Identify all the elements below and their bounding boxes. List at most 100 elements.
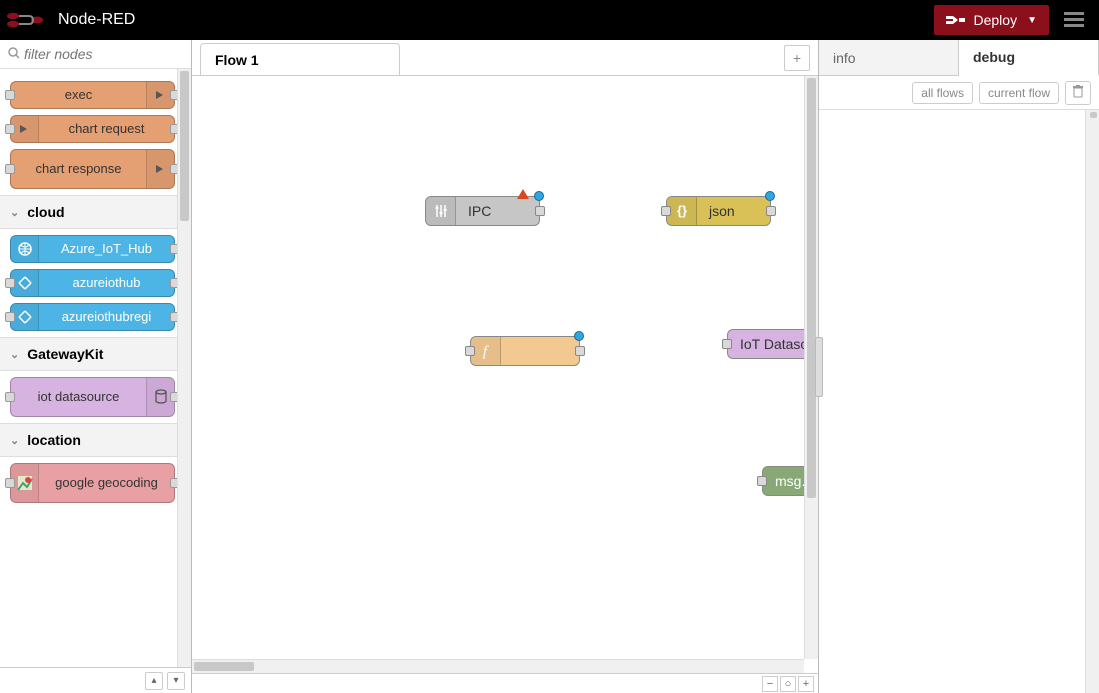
flow-canvas[interactable]: IPC{}jsonfIoT Datasourcemsg.payload — [192, 76, 818, 673]
flow-tab[interactable]: Flow 1 — [200, 43, 400, 75]
port-out[interactable] — [575, 346, 585, 356]
sidebar-tabs: info debug — [819, 40, 1099, 76]
palette-node[interactable]: azureiothubregi — [10, 303, 175, 331]
error-badge — [517, 189, 529, 199]
palette-node[interactable]: azureiothub — [10, 269, 175, 297]
palette-node-label: iot datasource — [11, 390, 146, 404]
menu-button[interactable] — [1059, 5, 1089, 35]
port-in[interactable] — [5, 478, 15, 488]
changed-badge — [765, 191, 775, 201]
palette-node[interactable]: google geocoding — [10, 463, 175, 503]
arrows-icon — [11, 304, 39, 330]
workspace-tabs: Flow 1 + — [192, 40, 818, 76]
debug-output — [819, 110, 1099, 693]
flow-node-json[interactable]: {} json — [666, 196, 771, 226]
app-header: Node-RED Deploy ▼ — [0, 0, 1099, 40]
deploy-button[interactable]: Deploy ▼ — [934, 5, 1050, 35]
palette-footer: ▴ ▾ — [0, 667, 191, 693]
palette-node-label: Azure_IoT_Hub — [39, 242, 174, 256]
workspace-footer: − ○ + — [192, 673, 818, 693]
deploy-icon — [946, 12, 966, 28]
palette-category-label: cloud — [27, 204, 64, 220]
palette-node-label: azureiothub — [39, 276, 174, 290]
palette-node-label: chart request — [39, 122, 174, 136]
palette-category-header[interactable]: ⌄ GatewayKit — [0, 337, 191, 371]
app-logo — [0, 0, 50, 40]
palette-node[interactable]: iot datasource — [10, 377, 175, 417]
debug-clear-button[interactable] — [1065, 81, 1091, 105]
changed-badge — [534, 191, 544, 201]
port-in[interactable] — [5, 164, 15, 174]
palette-category-header[interactable]: ⌄ cloud — [0, 195, 191, 229]
zoom-reset-button[interactable]: ○ — [780, 676, 796, 692]
chevron-down-icon: ⌄ — [10, 434, 19, 447]
palette-scroll[interactable]: exec chart request chart response ⌄ cloud Azu… — [0, 69, 191, 667]
add-flow-button[interactable]: + — [784, 45, 810, 71]
sliders-icon — [426, 197, 456, 225]
debug-current-flow-button[interactable]: current flow — [979, 82, 1059, 104]
hamburger-icon — [1064, 12, 1084, 28]
chevron-down-icon: ▼ — [1027, 15, 1037, 26]
flow-node-label: IPC — [456, 203, 539, 219]
debug-all-flows-button[interactable]: all flows — [912, 82, 973, 104]
workspace: Flow 1 + IPC{}jsonfIoT Datasourcemsg.pay… — [192, 40, 819, 693]
filter-nodes-input[interactable] — [24, 46, 183, 62]
braces-icon: {} — [667, 197, 697, 225]
changed-badge — [574, 331, 584, 341]
arrow-icon — [11, 116, 39, 142]
port-in[interactable] — [722, 339, 732, 349]
port-in[interactable] — [757, 476, 767, 486]
palette-node-label: chart response — [11, 162, 146, 176]
palette-node[interactable]: chart response — [10, 149, 175, 189]
canvas-hscroll-thumb[interactable] — [194, 662, 254, 671]
canvas-hscrollbar[interactable] — [192, 659, 804, 673]
palette-category-header[interactable]: ⌄ location — [0, 423, 191, 457]
palette-scroll-thumb[interactable] — [180, 71, 189, 221]
port-out[interactable] — [766, 206, 776, 216]
palette-node[interactable]: chart request — [10, 115, 175, 143]
palette-scrollbar[interactable] — [177, 69, 191, 667]
svg-text:{}: {} — [676, 203, 686, 218]
palette-category-label: GatewayKit — [27, 346, 103, 362]
sidebar-tab-debug[interactable]: debug — [959, 40, 1099, 76]
search-icon — [8, 47, 20, 62]
port-in[interactable] — [5, 392, 15, 402]
port-in[interactable] — [5, 124, 15, 134]
port-in[interactable] — [5, 90, 15, 100]
port-in[interactable] — [5, 312, 15, 322]
port-in[interactable] — [5, 278, 15, 288]
sidebar-scroll-thumb[interactable] — [1090, 112, 1097, 118]
canvas-vscroll-thumb[interactable] — [807, 78, 816, 498]
zoom-out-button[interactable]: − — [762, 676, 778, 692]
port-in[interactable] — [661, 206, 671, 216]
chevron-down-icon: ⌄ — [10, 348, 19, 361]
sidebar-panel: info debug all flows current flow — [819, 40, 1099, 693]
palette-panel: exec chart request chart response ⌄ cloud Azu… — [0, 40, 192, 693]
debug-toolbar: all flows current flow — [819, 76, 1099, 110]
zoom-in-button[interactable]: + — [798, 676, 814, 692]
palette-collapse-button[interactable]: ▴ — [145, 672, 163, 690]
sidebar-scrollbar[interactable] — [1085, 110, 1099, 693]
sidebar-tab-debug-label: debug — [973, 49, 1015, 65]
port-out[interactable] — [535, 206, 545, 216]
palette-node-label: google geocoding — [39, 476, 174, 490]
palette-node[interactable]: exec — [10, 81, 175, 109]
palette-node-label: exec — [11, 88, 146, 102]
flow-node-fn[interactable]: f — [470, 336, 580, 366]
flow-node-ipc[interactable]: IPC — [425, 196, 540, 226]
palette-filter — [0, 40, 191, 69]
sidebar-tab-info[interactable]: info — [819, 40, 959, 75]
palette-category-label: location — [27, 432, 81, 448]
globe-icon — [11, 236, 39, 262]
palette-node-label: azureiothubregi — [39, 310, 174, 324]
deploy-label: Deploy — [974, 12, 1018, 28]
arrows-icon — [11, 270, 39, 296]
trash-icon — [1072, 85, 1084, 98]
palette-node[interactable]: Azure_IoT_Hub — [10, 235, 175, 263]
app-title: Node-RED — [58, 11, 135, 29]
chevron-down-icon: ⌄ — [10, 206, 19, 219]
port-in[interactable] — [465, 346, 475, 356]
flow-node-label: json — [697, 203, 770, 219]
palette-expand-button[interactable]: ▾ — [167, 672, 185, 690]
map-icon — [11, 464, 39, 502]
